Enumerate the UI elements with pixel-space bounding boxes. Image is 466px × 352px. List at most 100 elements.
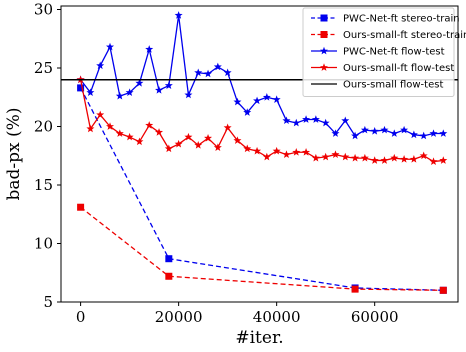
- data-point: [125, 132, 134, 141]
- data-point: [439, 286, 447, 294]
- data-point: [253, 96, 262, 105]
- data-point: [390, 153, 399, 162]
- data-point: [380, 125, 389, 134]
- legend: PWC-Net-ft stereo-train Ours-small-ft ste…: [302, 7, 466, 97]
- legend-label: Ours-small-ft flow-test: [343, 63, 454, 74]
- data-point: [77, 203, 85, 211]
- legend-marker: [320, 46, 328, 55]
- data-point: [204, 134, 213, 142]
- data-point: [184, 132, 193, 141]
- data-point: [429, 129, 438, 137]
- data-point: [213, 143, 222, 151]
- data-point: [302, 115, 311, 123]
- data-point: [96, 110, 105, 119]
- data-point: [262, 93, 271, 101]
- series-line-1: [80, 206, 444, 291]
- legend-box: [302, 7, 455, 97]
- x-tick-label: 0: [76, 308, 86, 326]
- y-tick-label: 30: [34, 1, 53, 19]
- data-point: [311, 115, 320, 123]
- data-point: [311, 153, 320, 162]
- data-point: [77, 84, 85, 92]
- data-point: [351, 153, 360, 162]
- legend-label: Ours-small-ft stereo-train: [343, 30, 466, 41]
- data-point: [204, 69, 213, 78]
- data-point: [409, 155, 418, 163]
- data-point: [419, 131, 428, 140]
- data-point: [419, 151, 428, 160]
- data-point: [429, 157, 438, 165]
- y-tick-label: 10: [34, 235, 53, 253]
- data-point: [155, 86, 164, 94]
- data-point: [174, 11, 183, 19]
- data-point: [341, 116, 350, 125]
- data-point: [360, 125, 369, 134]
- y-tick-label: 5: [43, 293, 53, 311]
- data-point: [174, 139, 183, 148]
- data-point: [243, 144, 252, 153]
- data-point: [341, 152, 350, 161]
- data-point: [282, 116, 291, 125]
- plot-area: 0 20000 40000 60000 5 10 15 20 25 30: [34, 1, 459, 326]
- data-point: [400, 125, 409, 134]
- data-point: [302, 148, 311, 156]
- legend-marker: [320, 14, 328, 22]
- data-point: [351, 285, 359, 293]
- data-point: [292, 118, 301, 127]
- data-point: [409, 130, 418, 139]
- data-point: [86, 88, 95, 96]
- data-point: [253, 146, 262, 155]
- data-point: [439, 156, 448, 164]
- legend-marker: [320, 31, 328, 38]
- data-point: [321, 152, 330, 161]
- data-point: [135, 137, 144, 146]
- data-point: [380, 156, 389, 164]
- data-point: [223, 123, 232, 132]
- data-point: [194, 141, 203, 149]
- x-tick-label: 60000: [351, 308, 399, 326]
- data-point: [233, 136, 242, 144]
- series-line-0: [80, 87, 444, 291]
- data-point: [165, 272, 173, 280]
- data-point: [292, 148, 301, 156]
- x-tick-label: 40000: [253, 308, 301, 326]
- data-point: [321, 118, 330, 127]
- data-point: [135, 79, 144, 87]
- x-tick-label: 20000: [155, 308, 203, 326]
- data-point: [243, 108, 252, 116]
- data-point: [351, 131, 360, 140]
- data-point: [223, 68, 232, 77]
- legend-label: Ours-small flow-test: [343, 80, 443, 91]
- data-point: [439, 129, 448, 137]
- data-point: [331, 150, 340, 158]
- data-point: [213, 62, 222, 71]
- data-point: [194, 68, 203, 77]
- data-point: [272, 146, 281, 155]
- data-point: [262, 152, 271, 161]
- legend-marker: [320, 63, 328, 71]
- data-point: [115, 91, 124, 100]
- data-point: [145, 45, 154, 53]
- legend-label: PWC-Net-ft stereo-train: [343, 14, 460, 25]
- data-point: [233, 97, 242, 106]
- data-point: [115, 129, 124, 137]
- data-point: [370, 126, 379, 135]
- data-point: [164, 81, 173, 89]
- data-point: [125, 88, 134, 96]
- data-point: [360, 153, 369, 162]
- data-point: [400, 155, 409, 163]
- y-tick-label: 25: [34, 59, 53, 77]
- data-point: [331, 129, 340, 137]
- y-tick-label: 15: [34, 176, 53, 194]
- data-point: [272, 95, 281, 103]
- data-point: [282, 150, 291, 158]
- data-point: [106, 122, 115, 130]
- data-point: [390, 129, 399, 137]
- x-axis-label: #iter.: [235, 328, 283, 348]
- y-tick-label: 20: [34, 118, 53, 136]
- data-point: [96, 61, 105, 70]
- data-point: [86, 124, 95, 133]
- data-point: [145, 121, 154, 129]
- y-axis-label: bad-px (%): [4, 108, 24, 201]
